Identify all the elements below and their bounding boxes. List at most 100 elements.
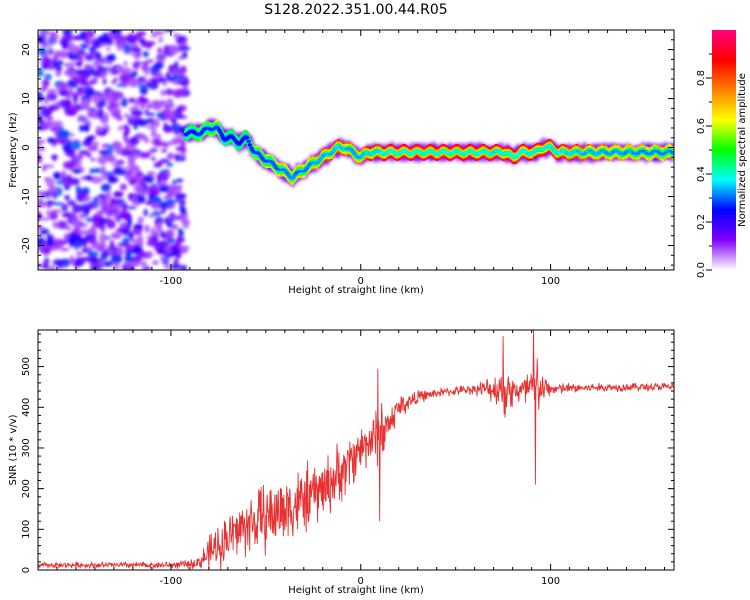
noise-blob — [91, 176, 103, 184]
noise-blob — [87, 145, 99, 152]
noise-blob — [55, 72, 62, 77]
noise-blob — [128, 178, 139, 186]
noise-blob — [128, 218, 133, 226]
noise-blob — [134, 98, 139, 109]
noise-blob — [42, 78, 50, 88]
noise-blob — [116, 45, 123, 51]
noise-blob — [89, 263, 95, 270]
noise-blob — [168, 45, 180, 55]
noise-blob — [75, 251, 84, 257]
noise-blobs — [38, 30, 191, 270]
chart-title: S128.2022.351.00.44.R05 — [264, 2, 447, 18]
noise-blob — [113, 77, 119, 82]
y-tick-label: 300 — [21, 438, 32, 457]
noise-blob — [113, 92, 123, 99]
noise-blob — [137, 194, 146, 204]
noise-blob — [110, 253, 123, 264]
noise-blob — [81, 247, 89, 254]
noise-blob — [110, 30, 122, 35]
noise-blob — [169, 65, 176, 69]
noise-blob — [85, 174, 93, 181]
y-tick-label: 400 — [21, 398, 32, 417]
noise-blob — [180, 264, 188, 270]
noise-blob — [80, 71, 90, 80]
noise-blob — [105, 190, 112, 201]
noise-blob — [40, 87, 47, 92]
colorbar-tick-label: 0.0 — [696, 262, 707, 278]
noise-blob — [104, 96, 111, 101]
noise-blob — [154, 216, 164, 226]
noise-blob — [72, 76, 85, 84]
noise-blob — [173, 258, 179, 264]
noise-blob — [77, 114, 85, 123]
noise-blob — [115, 115, 124, 121]
noise-blob — [165, 245, 171, 254]
noise-blob — [171, 179, 178, 185]
noise-blob — [153, 230, 160, 239]
ridge-cell — [217, 128, 222, 132]
noise-blob — [164, 171, 170, 177]
noise-blob — [54, 65, 63, 72]
noise-blob — [165, 72, 171, 79]
noise-blob — [84, 53, 95, 62]
noise-blob — [163, 195, 172, 200]
noise-blob — [174, 153, 180, 162]
noise-blob — [144, 67, 150, 76]
noise-blob — [178, 198, 186, 206]
spectrogram-frame — [37, 29, 675, 271]
noise-blob — [52, 259, 65, 266]
noise-blob — [71, 104, 78, 110]
noise-blob — [40, 217, 51, 221]
noise-blob — [43, 107, 53, 116]
noise-blob — [38, 68, 44, 78]
noise-blob — [98, 65, 103, 75]
noise-blob — [78, 212, 87, 220]
noise-blob — [69, 255, 74, 265]
noise-blob — [91, 141, 100, 147]
noise-blob — [68, 177, 80, 186]
noise-blob — [100, 183, 111, 192]
noise-blob — [113, 191, 123, 198]
noise-blob — [62, 161, 75, 169]
noise-blob — [151, 156, 156, 161]
noise-blob — [45, 115, 54, 121]
noise-blob — [122, 237, 130, 244]
noise-blob — [129, 136, 140, 146]
noise-blob — [84, 64, 92, 71]
noise-blob — [163, 252, 174, 258]
noise-blob — [67, 199, 76, 206]
noise-blob — [75, 185, 82, 195]
noise-blob — [125, 205, 137, 210]
noise-blob — [79, 229, 91, 236]
noise-blob — [123, 43, 132, 53]
noise-blob — [124, 243, 135, 250]
noise-blob — [147, 43, 152, 50]
noise-blob — [64, 62, 71, 68]
noise-blob — [73, 62, 83, 66]
noise-blob — [67, 235, 76, 244]
noise-blob — [38, 138, 44, 144]
noise-blob — [52, 171, 62, 180]
noise-blob — [144, 137, 150, 144]
noise-blob — [144, 112, 156, 116]
noise-blob — [61, 169, 66, 177]
noise-blob — [96, 130, 106, 136]
noise-blob — [124, 255, 133, 263]
noise-blob — [103, 37, 112, 43]
noise-blob — [176, 193, 187, 199]
noise-blob — [113, 141, 122, 148]
noise-blob — [72, 93, 79, 103]
noise-blob — [70, 35, 82, 41]
noise-blob — [166, 230, 174, 238]
noise-blob — [94, 168, 102, 173]
noise-blob — [125, 261, 131, 269]
noise-blob — [138, 178, 143, 185]
noise-blob — [166, 162, 173, 167]
noise-blob — [46, 88, 57, 94]
noise-blob — [52, 221, 59, 229]
noise-blob — [38, 263, 42, 269]
noise-blob — [81, 140, 93, 147]
noise-blob — [64, 98, 71, 108]
